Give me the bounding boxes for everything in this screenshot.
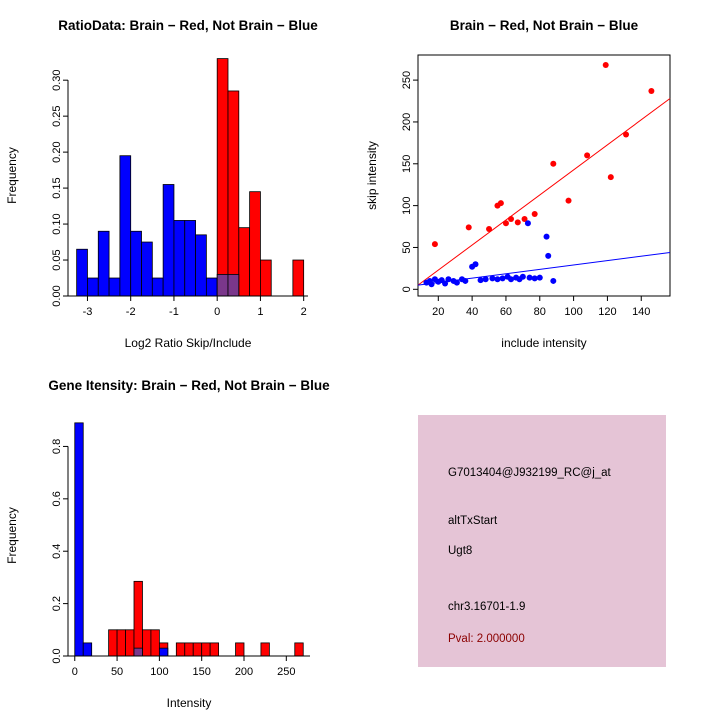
svg-text:0.30: 0.30 [51, 69, 63, 90]
svg-text:250: 250 [401, 71, 413, 89]
svg-text:150: 150 [401, 155, 413, 173]
gene-name-text: Ugt8 [448, 545, 473, 557]
svg-text:0.10: 0.10 [51, 213, 63, 234]
svg-text:0.05: 0.05 [51, 249, 63, 270]
svg-text:0.4: 0.4 [51, 544, 63, 559]
svg-text:40: 40 [466, 306, 478, 318]
svg-text:RatioData: Brain − Red, Not Br: RatioData: Brain − Red, Not Brain − Blue [58, 18, 318, 33]
svg-text:0.8: 0.8 [51, 439, 63, 454]
svg-text:60: 60 [500, 306, 512, 318]
svg-text:-1: -1 [169, 306, 179, 318]
svg-text:50: 50 [401, 241, 413, 253]
svg-text:0.15: 0.15 [51, 177, 63, 198]
event-type-text: altTxStart [448, 515, 498, 527]
svg-text:100: 100 [564, 306, 582, 318]
svg-text:Frequency: Frequency [5, 147, 19, 204]
svg-text:150: 150 [193, 666, 211, 678]
intensity-scatter-chart: Brain − Red, Not Brain − Blue 20 40 60 80 100… [365, 18, 671, 350]
svg-text:Log2 Ratio Skip/Include: Log2 Ratio Skip/Include [125, 336, 252, 350]
svg-text:120: 120 [598, 306, 616, 318]
svg-text:100: 100 [401, 196, 413, 214]
panel-gene-info: G7013404@J932199_RC@j_at altTxStart Ugt8… [360, 360, 720, 720]
svg-text:200: 200 [401, 113, 413, 131]
svg-text:0: 0 [72, 666, 78, 678]
svg-text:skip intensity: skip intensity [365, 141, 379, 210]
svg-text:0: 0 [214, 306, 220, 318]
svg-text:0: 0 [401, 286, 413, 292]
svg-text:80: 80 [534, 306, 546, 318]
gene-info-panel: G7013404@J932199_RC@j_at altTxStart Ugt8… [418, 415, 666, 667]
svg-text:200: 200 [235, 666, 253, 678]
panel-ratio-histogram: RatioData: Brain − Red, Not Brain − Blue… [0, 0, 360, 360]
svg-text:250: 250 [277, 666, 295, 678]
svg-text:0.6: 0.6 [51, 491, 63, 506]
panel-gene-histogram: Gene Itensity: Brain − Red, Not Brain − … [0, 360, 360, 720]
svg-text:-2: -2 [126, 306, 136, 318]
pval-text: Pval: 2.000000 [448, 633, 525, 645]
svg-text:140: 140 [632, 306, 650, 318]
panel-intensity-scatter: Brain − Red, Not Brain − Blue 20 40 60 80 100… [360, 0, 720, 360]
svg-text:100: 100 [150, 666, 168, 678]
svg-text:Gene Itensity: Brain − Red, No: Gene Itensity: Brain − Red, Not Brain − … [48, 378, 330, 393]
gene-histogram-chart: Gene Itensity: Brain − Red, Not Brain − … [5, 378, 330, 710]
svg-text:Intensity: Intensity [167, 696, 212, 710]
svg-text:0.25: 0.25 [51, 105, 63, 126]
svg-text:Brain − Red, Not Brain − Blue: Brain − Red, Not Brain − Blue [450, 18, 639, 33]
svg-text:0.0: 0.0 [51, 648, 63, 663]
svg-text:0.20: 0.20 [51, 141, 63, 162]
svg-text:-3: -3 [83, 306, 93, 318]
svg-text:include intensity: include intensity [501, 336, 586, 350]
svg-text:50: 50 [111, 666, 123, 678]
svg-text:2: 2 [301, 306, 307, 318]
probe-id-text: G7013404@J932199_RC@j_at [448, 467, 611, 479]
svg-text:Frequency: Frequency [5, 507, 19, 564]
svg-text:0.2: 0.2 [51, 596, 63, 611]
locus-text: chr3.16701-1.9 [448, 601, 526, 613]
svg-text:1: 1 [257, 306, 263, 318]
svg-text:0.00: 0.00 [51, 285, 63, 306]
svg-text:20: 20 [432, 306, 444, 318]
ratio-histogram-chart: RatioData: Brain − Red, Not Brain − Blue… [5, 18, 318, 350]
